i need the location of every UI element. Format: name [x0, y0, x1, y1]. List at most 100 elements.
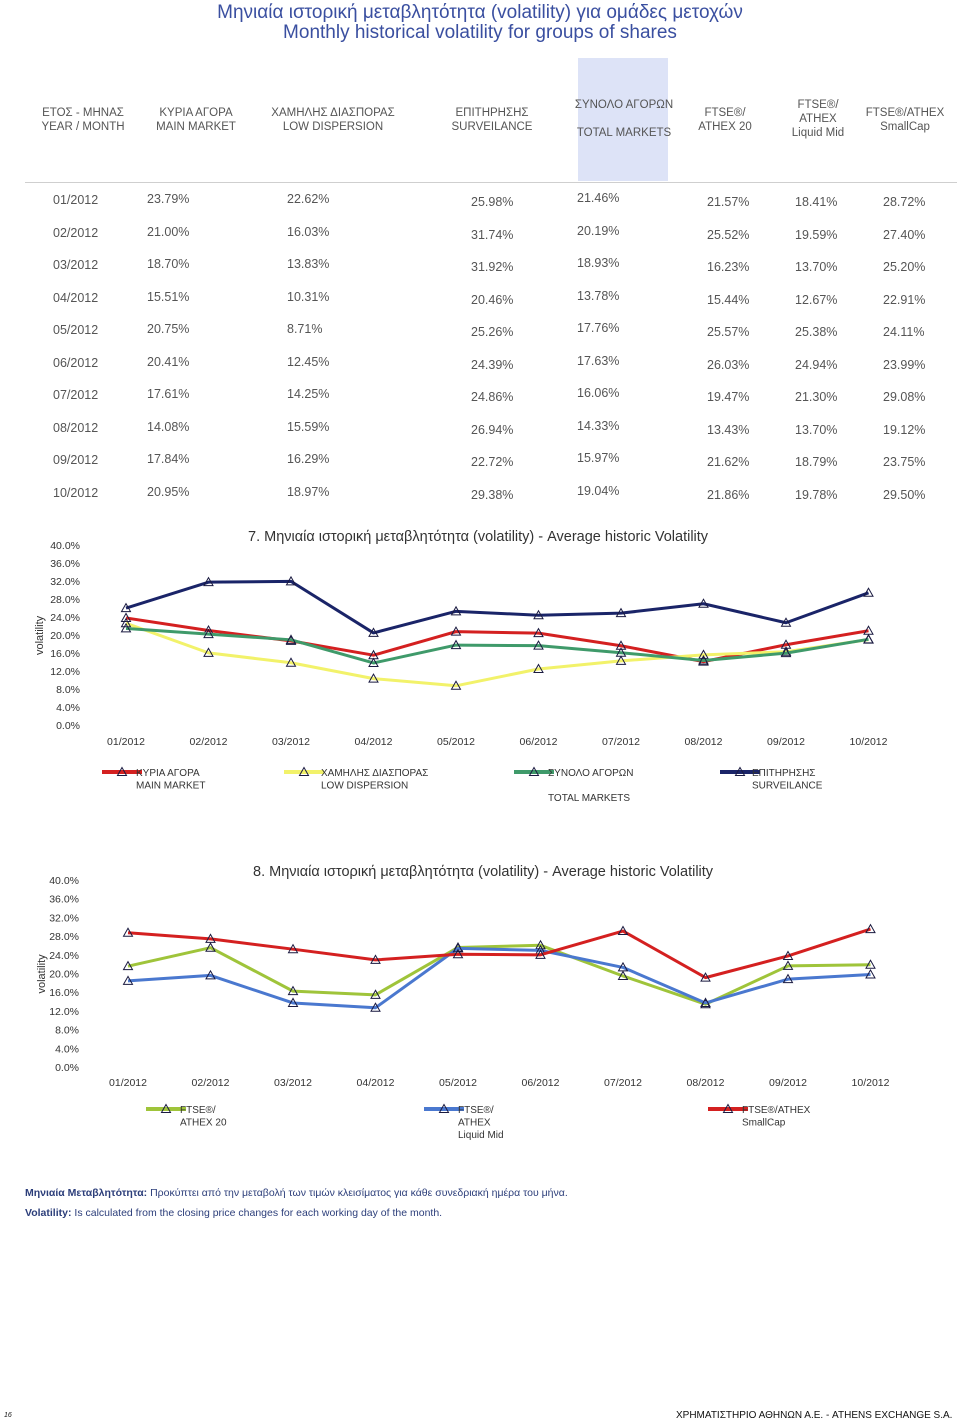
legend-label-2: FTSE®/ATHEX [742, 1105, 811, 1116]
legend-marker-0 [160, 1103, 172, 1113]
column-header-7: FTSE®/ATHEX SmallCap [865, 107, 945, 133]
row-month: 10/2012 [53, 485, 99, 500]
x-tick-label: 03/2012 [272, 736, 310, 748]
x-tick-label: 07/2012 [602, 736, 640, 748]
table-cell: 17.63% [577, 353, 620, 368]
y-tick-label: 40.0% [49, 875, 79, 887]
data-point-marker [698, 598, 709, 608]
data-point-marker [533, 609, 544, 620]
y-tick-label: 36.0% [49, 894, 79, 906]
note-english-text: Is calculated from the closing price cha… [71, 1207, 443, 1219]
data-point-marker [122, 960, 134, 971]
table-cell: 21.57% [707, 195, 750, 209]
table-cell: 20.19% [577, 223, 620, 238]
x-tick-label: 06/2012 [520, 736, 558, 748]
table-cell: 17.84% [147, 452, 190, 466]
y-tick-label: 32.0% [50, 576, 80, 588]
data-point-marker [782, 950, 794, 960]
table-cell: 15.59% [287, 419, 330, 434]
data-point-marker [370, 1002, 381, 1012]
table-row: 05/2012 20.75% 8.71% 25.26% 17.76% 25.57% 25.3… [0, 315, 960, 347]
y-tick-label: 28.0% [49, 931, 79, 943]
table-cell: 13.43% [707, 422, 750, 437]
table-cell: 20.46% [471, 292, 514, 307]
table-cell: 21.00% [147, 224, 190, 239]
legend-label-1: ATHEX [458, 1118, 491, 1129]
table-cell: 13.83% [287, 257, 330, 271]
legend-label-0: ATHEX 20 [180, 1118, 227, 1129]
data-point-marker [203, 647, 214, 657]
data-point-marker [700, 997, 711, 1007]
table-cell: 24.86% [471, 390, 514, 404]
data-point-marker [780, 617, 792, 627]
row-month: 03/2012 [53, 258, 99, 272]
series-line-2 [127, 927, 871, 980]
x-tick-label: 10/2012 [852, 1077, 890, 1089]
chart-title: 8. Μηνιαία ιστορική μεταβλητότητα (volat… [253, 864, 714, 880]
legend-label-0: MAIN MARKET [136, 781, 205, 792]
y-tick-label: 12.0% [50, 666, 80, 678]
data-point-marker [122, 927, 134, 937]
legend-marker-1 [298, 766, 310, 776]
row-month: 05/2012 [53, 323, 99, 337]
table-row: 02/2012 21.00% 16.03% 31.74% 20.19% 25.52% 19.… [0, 218, 960, 250]
total-markets-highlight [578, 58, 668, 181]
x-tick-label: 08/2012 [687, 1077, 725, 1089]
table-cell: 17.76% [577, 321, 620, 335]
table-cell: 20.95% [147, 484, 190, 499]
table-cell: 18.41% [795, 195, 838, 209]
x-tick-label: 03/2012 [274, 1077, 312, 1089]
data-point-marker [285, 575, 297, 586]
table-cell: 23.75% [883, 455, 926, 469]
data-point-marker [450, 605, 462, 616]
y-tick-label: 8.0% [55, 1025, 79, 1037]
table-cell: 19.12% [883, 422, 926, 437]
table-cell: 22.91% [883, 292, 926, 307]
y-tick-label: 0.0% [55, 1062, 79, 1074]
y-tick-label: 16.0% [49, 987, 79, 999]
data-point-marker [287, 943, 299, 954]
x-tick-label: 06/2012 [522, 1077, 560, 1089]
y-tick-label: 28.0% [50, 594, 80, 606]
legend-label-1: Liquid Mid [458, 1130, 504, 1141]
data-point-marker [285, 657, 297, 667]
row-month: 06/2012 [53, 355, 99, 370]
table-cell: 25.26% [471, 325, 514, 339]
row-month: 04/2012 [53, 290, 99, 305]
table-cell: 29.50% [883, 487, 926, 502]
row-month: 09/2012 [53, 453, 99, 467]
table-cell: 23.99% [883, 357, 926, 372]
table-cell: 8.71% [287, 322, 323, 336]
table-row: 07/2012 17.61% 14.25% 24.86% 16.06% 19.47% 21.… [0, 380, 960, 412]
table-cell: 10.31% [287, 289, 330, 304]
x-tick-label: 02/2012 [192, 1077, 230, 1089]
table-cell: 25.38% [795, 325, 838, 339]
data-point-marker [450, 626, 462, 636]
x-tick-label: 01/2012 [109, 1077, 147, 1089]
data-point-marker [617, 925, 629, 936]
table-cell: 24.94% [795, 357, 838, 372]
table-cell: 12.67% [795, 292, 838, 307]
table-cell: 24.11% [883, 325, 925, 339]
chart-8-ftse-indices: 8. Μηνιαία ιστορική μεταβλητότητα (volat… [36, 864, 890, 1141]
legend-marker-0 [116, 766, 128, 776]
series-line-2 [125, 626, 869, 665]
table-cell: 14.08% [147, 419, 190, 434]
data-point-marker [780, 647, 792, 658]
table-cell: 15.97% [577, 451, 620, 465]
x-tick-label: 08/2012 [685, 736, 723, 748]
y-tick-label: 36.0% [50, 558, 80, 570]
data-point-marker [698, 654, 709, 665]
table-row: 10/2012 20.95% 18.97% 29.38% 19.04% 21.86% 19.… [0, 478, 960, 510]
table-cell: 31.92% [471, 260, 514, 274]
table-cell: 19.04% [577, 483, 620, 498]
data-point-marker [782, 973, 794, 984]
table-cell: 29.38% [471, 487, 514, 502]
note-english: Volatility: Is calculated from the closi… [25, 1207, 442, 1219]
data-point-marker [205, 933, 216, 943]
x-tick-label: 05/2012 [439, 1077, 477, 1089]
data-point-marker [287, 985, 299, 996]
x-tick-label: 05/2012 [437, 736, 475, 748]
data-point-marker [617, 961, 629, 972]
y-tick-label: 16.0% [50, 648, 80, 660]
